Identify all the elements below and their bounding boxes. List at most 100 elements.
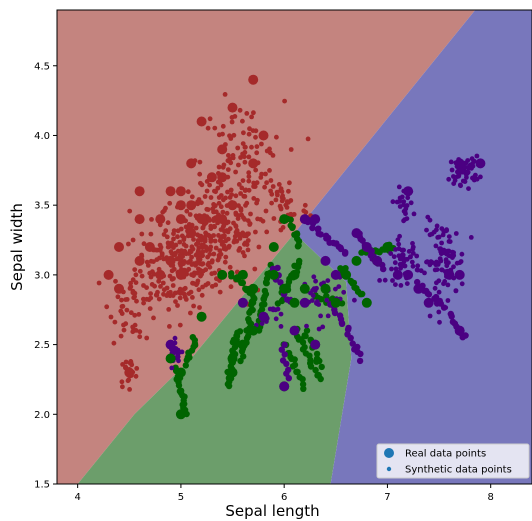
synthetic-point [137,334,143,340]
synthetic-point [278,311,284,317]
real-data-point [454,269,465,280]
synthetic-point [200,284,206,290]
synthetic-point [299,376,306,383]
synthetic-point [245,247,251,253]
real-data-point [279,381,290,392]
synthetic-point [213,245,219,251]
synthetic-point [354,343,361,351]
synthetic-point [446,253,452,258]
synthetic-point [148,291,154,296]
synthetic-point [229,192,235,198]
synthetic-point [275,306,281,312]
synthetic-point [291,212,297,217]
synthetic-point [166,307,172,312]
synthetic-point [432,285,438,291]
synthetic-point [183,251,189,257]
real-data-point [372,255,383,266]
synthetic-point [217,289,223,295]
real-data-point [196,214,207,225]
real-data-point [217,172,228,183]
synthetic-point [436,234,442,240]
synthetic-point [151,315,156,321]
synthetic-point [451,250,456,256]
real-data-point [423,297,434,308]
real-data-point [186,158,197,169]
synthetic-point [120,362,125,367]
synthetic-point [445,298,451,303]
synthetic-point [264,180,269,186]
synthetic-point [243,203,248,208]
synthetic-point [133,328,139,333]
synthetic-point [414,267,420,273]
real-data-point [186,228,197,239]
synthetic-point [197,159,203,165]
real-data-point [289,325,300,336]
real-data-point [217,144,228,155]
synthetic-point [241,233,247,239]
synthetic-point [188,310,193,316]
synthetic-point [325,313,331,319]
synthetic-point [126,377,132,383]
synthetic-point [259,321,265,326]
synthetic-point [229,119,235,125]
synthetic-point [156,296,162,302]
synthetic-point [439,267,445,273]
synthetic-point [349,340,356,347]
synthetic-point [318,296,325,303]
synthetic-point [228,284,234,290]
synthetic-point [282,98,287,104]
synthetic-point [177,295,183,301]
synthetic-point [132,267,138,272]
synthetic-point [470,175,475,181]
synthetic-point [233,224,239,229]
synthetic-point [424,227,429,233]
synthetic-point [301,208,307,214]
synthetic-point [246,178,252,184]
synthetic-point [125,241,131,247]
synthetic-point [221,162,227,168]
synthetic-point [278,186,284,192]
synthetic-point [425,291,433,298]
plot-frame [56,9,532,485]
real-data-point [361,242,372,252]
synthetic-point [431,229,437,235]
synthetic-point [141,241,147,247]
real-data-point [310,214,321,225]
synthetic-point [247,126,252,132]
synthetic-point [141,300,147,306]
synthetic-point [227,264,233,270]
synthetic-point [177,239,183,245]
synthetic-point [399,194,405,200]
synthetic-point [208,195,214,200]
synthetic-point [222,228,227,234]
synthetic-point [411,211,417,217]
synthetic-point [228,136,234,141]
synthetic-point [172,335,178,341]
synthetic-point [436,309,442,315]
synthetic-point [211,251,217,257]
synthetic-point [234,228,240,233]
synthetic-point [225,236,231,242]
synthetic-point [269,191,275,197]
synthetic-point [246,174,252,180]
synthetic-point [169,240,175,246]
synthetic-point [293,230,301,238]
synthetic-point [225,229,231,235]
real-data-point [124,367,135,378]
synthetic-point [194,260,200,265]
synthetic-point [299,339,307,346]
synthetic-point [209,271,215,277]
synthetic-point [281,341,288,348]
synthetic-point [283,360,290,367]
real-data-point [217,214,228,225]
synthetic-point [120,384,125,390]
synthetic-point [283,202,289,208]
synthetic-point [289,224,296,232]
synthetic-point [220,239,226,245]
synthetic-point [246,187,252,193]
synthetic-point [176,358,181,364]
real-data-point [134,186,145,197]
y-tick-label: 4.0 [34,131,50,142]
synthetic-point [393,282,398,287]
synthetic-point [96,280,102,286]
